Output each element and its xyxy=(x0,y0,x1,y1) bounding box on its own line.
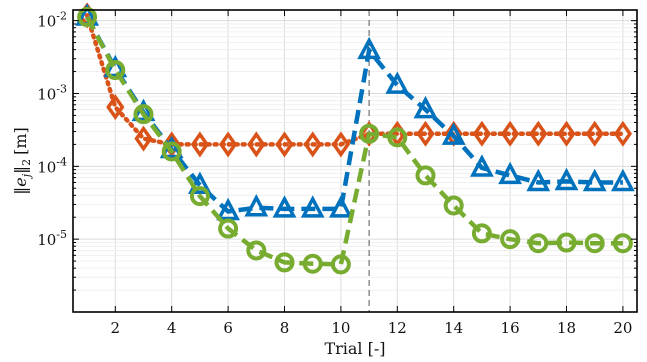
x-axis-label: Trial [-] xyxy=(324,339,385,358)
data-point xyxy=(247,198,265,215)
data-point xyxy=(586,172,604,189)
series-triangle xyxy=(78,7,632,218)
y-tick-label: 10-5 xyxy=(37,228,67,249)
x-tick-label: 16 xyxy=(501,319,520,337)
plot-frame xyxy=(73,10,637,312)
y-label-sub-2: 2 xyxy=(20,159,33,166)
y-label-norm-open: ‖ xyxy=(11,187,30,195)
x-tick-label: 8 xyxy=(280,319,290,337)
y-label-e: e xyxy=(11,177,30,186)
y-axis-label: ‖ej‖2[m] xyxy=(11,127,33,195)
y-label-norm-close: ‖ xyxy=(11,166,30,174)
x-tick-label: 2 xyxy=(111,319,121,337)
y-tick-label: 10-3 xyxy=(37,82,67,103)
x-tick-label: 14 xyxy=(444,319,463,337)
x-tick-label: 12 xyxy=(388,319,407,337)
x-tick-label: 20 xyxy=(613,319,632,337)
x-tick-label: 4 xyxy=(167,319,177,337)
series-layer xyxy=(78,5,632,272)
y-tick-label: 10-4 xyxy=(37,155,67,176)
x-tick-label: 6 xyxy=(223,319,233,337)
grid xyxy=(73,10,637,312)
x-tick-label: 10 xyxy=(331,319,350,337)
y-label-unit: [m] xyxy=(11,127,30,155)
y-tick-label: 10-2 xyxy=(37,10,67,31)
series-line xyxy=(87,15,623,144)
axis-ticks xyxy=(73,10,637,312)
x-tick-label: 18 xyxy=(557,319,576,337)
